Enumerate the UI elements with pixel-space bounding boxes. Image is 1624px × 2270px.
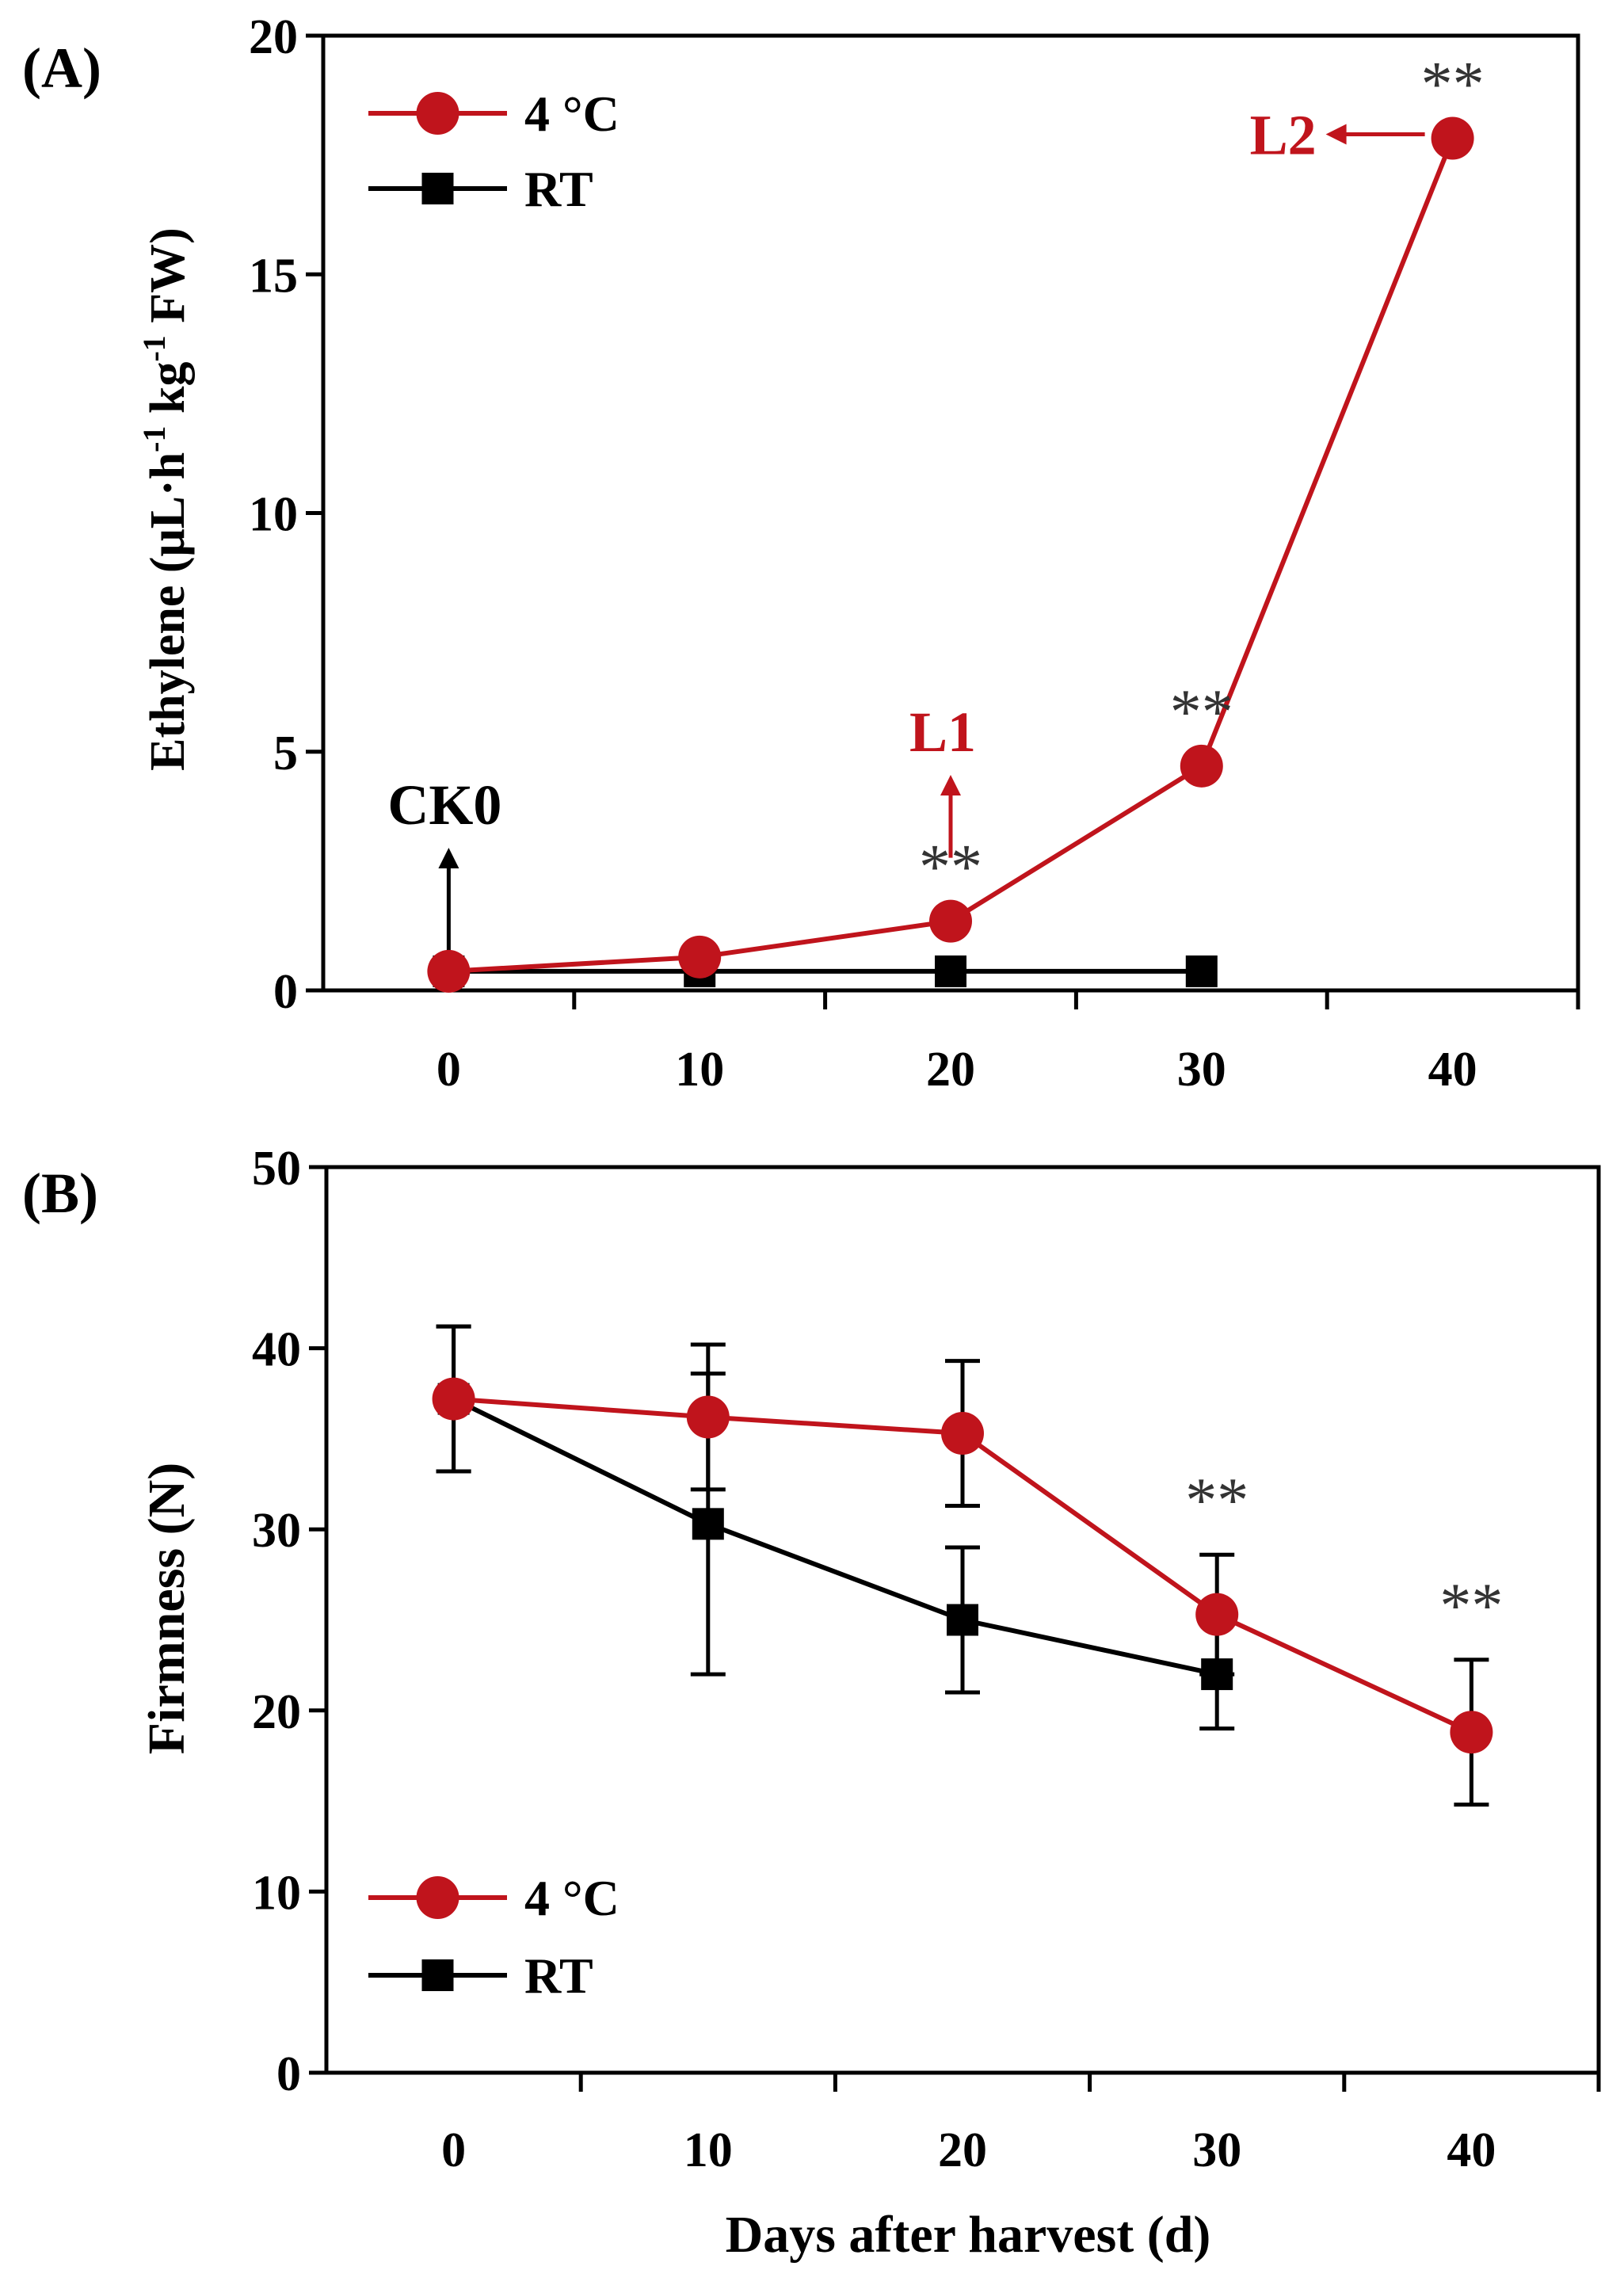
significance-marker: ** (1421, 50, 1485, 120)
y-tick-label: 20 (249, 10, 298, 64)
x-tick-label: 10 (684, 2123, 733, 2177)
legend-label: RT (524, 161, 593, 217)
data-point-rt (692, 1508, 724, 1540)
x-tick-label: 0 (436, 1043, 461, 1097)
panel-a: (A) Ethylene (μL·h-1 kg-1 FW) 0 5 10 15 20 0 1… (22, 10, 1580, 1097)
annotation-arrowhead (438, 848, 459, 868)
data-point-rt (935, 955, 966, 987)
panel-b: (B) Firmness (N) 0 10 20 30 40 50 0 10 20 30 40 ** *… (22, 1142, 1601, 2264)
y-tick-label: 15 (249, 249, 298, 303)
data-point-rt (947, 1604, 978, 1636)
y-tick-label: 30 (252, 1504, 301, 1558)
x-tick-label: 30 (1177, 1043, 1226, 1097)
plot-area-b: 0 10 20 30 40 50 0 10 20 30 40 ** ** 4 °C RT (252, 1142, 1601, 2177)
y-tick-label: 0 (276, 2047, 301, 2101)
x-tick-label: 30 (1192, 2123, 1241, 2177)
annotation-arrowhead (940, 775, 961, 795)
legend-marker-4c (416, 1876, 459, 1919)
x-tick-label: 10 (675, 1043, 724, 1097)
data-point-4c (432, 1377, 475, 1421)
panel-label-a: (A) (22, 36, 101, 100)
legend-marker-rt (421, 173, 454, 204)
series-line-rt (452, 1396, 1218, 1677)
significance-marker: ** (1439, 1571, 1503, 1641)
y-tick-label: 40 (252, 1323, 301, 1377)
y-tick-label: 0 (273, 965, 298, 1019)
legend-label: 4 °C (524, 86, 619, 142)
y-axis-title-a: Ethylene (μL·h-1 kg-1 FW) (136, 227, 195, 771)
data-point-4c (941, 1412, 984, 1455)
data-point-4c (678, 935, 722, 979)
x-tick-label: 40 (1447, 2123, 1496, 2177)
data-point-4c (686, 1395, 730, 1439)
data-point-4c (1431, 116, 1474, 160)
legend-label: 4 °C (524, 1870, 619, 1926)
x-tick-label: 0 (441, 2123, 466, 2177)
annotation-arrowhead (1325, 124, 1347, 145)
x-tick-label: 40 (1428, 1043, 1477, 1097)
legend-label: RT (524, 1948, 593, 2004)
plot-area-a: 0 5 10 15 20 0 10 20 30 40 CK0 L1 L2 ** ** ** 4 °C RT (249, 10, 1580, 1097)
x-tick-label: 20 (926, 1043, 975, 1097)
y-tick-label: 10 (249, 488, 298, 542)
panel-label-b: (B) (22, 1162, 98, 1225)
y-tick-label: 20 (252, 1685, 301, 1739)
y-axis-title-b: Firmness (N) (138, 1463, 196, 1754)
y-tick-label: 50 (252, 1142, 301, 1196)
significance-marker: ** (1185, 1466, 1248, 1536)
annotation-label: L1 (909, 700, 976, 764)
data-point-rt (1185, 955, 1218, 987)
significance-marker: ** (919, 833, 982, 902)
y-tick-label: 5 (273, 727, 298, 780)
y-tick-label: 10 (252, 1866, 301, 1920)
annotation-label: CK0 (387, 773, 501, 837)
plot-frame-b (324, 1165, 1601, 2075)
annotation-label: L2 (1250, 104, 1317, 167)
legend-marker-4c (416, 92, 459, 135)
legend-marker-rt (421, 1959, 454, 1991)
data-point-4c (1195, 1593, 1239, 1636)
data-point-4c (427, 949, 471, 993)
x-axis-title: Days after harvest (d) (726, 2206, 1211, 2264)
x-tick-label: 20 (938, 2123, 987, 2177)
data-point-4c (1180, 744, 1223, 788)
data-point-4c (929, 899, 972, 943)
significance-marker: ** (1170, 677, 1233, 747)
data-point-4c (1450, 1711, 1493, 1754)
